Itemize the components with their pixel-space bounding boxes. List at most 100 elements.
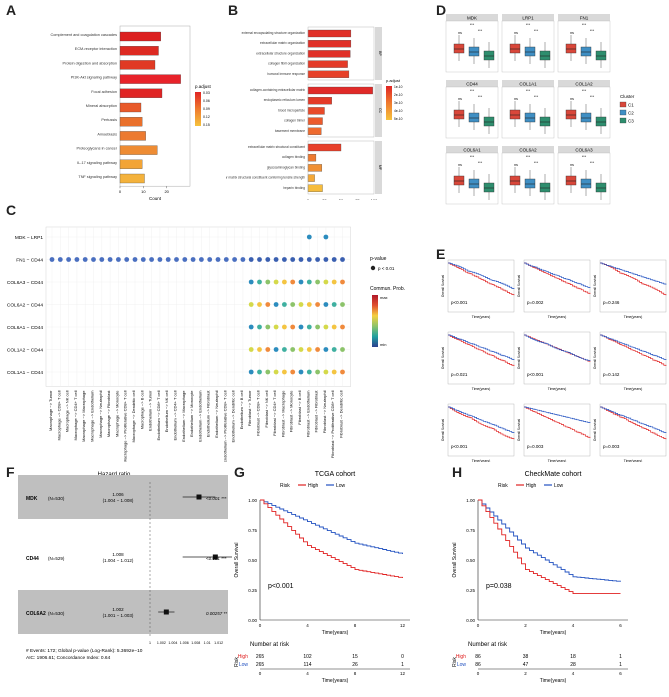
significance: *** bbox=[590, 95, 595, 99]
risk-x-label: Time(years) bbox=[322, 678, 349, 684]
y-tick-label: COL6A2 − CD44 bbox=[7, 303, 43, 309]
legend-max: max bbox=[380, 295, 388, 300]
y-tick-label: 0.50 bbox=[248, 558, 257, 563]
dot bbox=[124, 257, 130, 262]
x-tick-label: 6 bbox=[619, 623, 622, 628]
dot bbox=[248, 279, 254, 285]
facet-frame bbox=[557, 152, 611, 205]
bar bbox=[307, 117, 323, 125]
box bbox=[539, 50, 551, 61]
panel-d-boxplots: MDK *** ns *** LRP1 *** ns *** FN1 *** ns *** CD44 **… bbox=[445, 14, 635, 205]
km-high-curve bbox=[600, 334, 667, 366]
dot bbox=[273, 324, 279, 330]
dot bbox=[290, 302, 296, 307]
dot bbox=[57, 257, 63, 262]
dot bbox=[273, 369, 279, 375]
facet-label: COL1A2 bbox=[575, 81, 593, 86]
box bbox=[580, 46, 592, 57]
legend-tick: 3e-10 bbox=[394, 101, 403, 105]
x-tick-label: Fibroblast −> Fibroblast bbox=[314, 390, 319, 433]
dot bbox=[306, 369, 312, 375]
point-estimate bbox=[212, 554, 218, 560]
dot bbox=[82, 257, 88, 262]
risk-high-count: 102 bbox=[303, 654, 312, 660]
risk-high-label: High bbox=[456, 654, 467, 660]
row-band bbox=[18, 590, 228, 634]
x-tick-label: 12 bbox=[400, 623, 406, 628]
y-tick-label: 0.25 bbox=[248, 588, 257, 593]
y-axis-label: Overall Survival bbox=[452, 542, 458, 577]
dot bbox=[49, 257, 55, 262]
x-tick-label: Endothelium −> Dendritic cell bbox=[231, 390, 236, 442]
dot bbox=[99, 257, 105, 262]
km-xlabel: Time(years) bbox=[624, 459, 643, 462]
facet-label: CC bbox=[378, 108, 382, 114]
bar-label: Protein digestion and absorption bbox=[63, 61, 117, 65]
x-tick-label: Fibroblast −> Macrophage bbox=[280, 390, 285, 437]
x-tick-label: Fibroblast −> CD8+ T cell bbox=[256, 390, 261, 435]
legend-tick: 0.12 bbox=[203, 115, 210, 119]
bar bbox=[119, 131, 146, 141]
bar-label: PI3K-Akt signaling pathway bbox=[71, 76, 117, 80]
bar-label: external encapsulating structure organiz… bbox=[242, 31, 306, 35]
bar bbox=[307, 184, 323, 192]
km-frame bbox=[447, 331, 515, 385]
km-low-curve bbox=[448, 406, 515, 434]
dot bbox=[331, 302, 337, 307]
bar bbox=[307, 50, 351, 58]
box bbox=[595, 116, 607, 127]
panel-b-letter: B bbox=[228, 2, 239, 18]
dot bbox=[257, 347, 262, 352]
facet-frame bbox=[557, 20, 611, 73]
dot bbox=[257, 257, 262, 262]
legend-low: Low bbox=[336, 483, 346, 489]
x-tick-label: 75 bbox=[355, 198, 360, 200]
x-tick-label: 4 bbox=[306, 623, 309, 628]
panel-a-kegg-bar-chart: Complement and coagulation cascades ECM-r… bbox=[51, 25, 212, 200]
x-tick-label: Macrophage −> Fibroblast bbox=[106, 390, 111, 438]
y-tick-label: MDK − LRP1 bbox=[15, 235, 43, 241]
dot bbox=[248, 369, 254, 375]
y-tick-label: COL1A2 − CD44 bbox=[7, 348, 43, 354]
km-pvalue: p<0.001 bbox=[527, 372, 544, 377]
bar-label: collagen fibril organization bbox=[268, 62, 305, 66]
km-frame bbox=[523, 403, 591, 457]
km-low-curve bbox=[524, 262, 591, 288]
box bbox=[595, 182, 607, 193]
facet-strip bbox=[502, 14, 554, 21]
facet-strip bbox=[446, 80, 498, 87]
x-tick-label: Macrophage −> Neutrophil bbox=[98, 390, 103, 437]
x-axis-label: Count bbox=[149, 196, 162, 200]
dot bbox=[273, 257, 279, 262]
hr-ci: (1.004 − 1.008) bbox=[103, 498, 134, 503]
dot bbox=[340, 347, 345, 352]
significance: *** bbox=[526, 155, 531, 159]
dot bbox=[157, 257, 163, 262]
dot bbox=[282, 257, 287, 262]
bar-label: blood microparticle bbox=[278, 108, 305, 112]
km-pvalue: p<0.001 bbox=[451, 444, 468, 449]
y-tick-label: FN1 − CD44 bbox=[16, 258, 43, 264]
dot bbox=[290, 347, 296, 352]
dot bbox=[290, 369, 296, 375]
bar-label: collagen binding bbox=[282, 155, 305, 159]
risk-x-tick: 2 bbox=[524, 671, 527, 676]
legend-tick: 2e-10 bbox=[394, 93, 403, 97]
x-tick-label: Fibroblast −> Neutrophil bbox=[322, 390, 327, 433]
x-tick-label: Macrophage −> Dendritic cell bbox=[131, 390, 136, 442]
box bbox=[509, 175, 521, 186]
km-ylabel: Overall Survival bbox=[517, 419, 521, 442]
hr-value: 1.002 bbox=[112, 607, 124, 612]
box bbox=[453, 109, 465, 120]
bar-label: endoplasmic reticulum lumen bbox=[264, 98, 306, 102]
risk-x-tick: 4 bbox=[572, 671, 575, 676]
dot bbox=[265, 279, 271, 285]
significance: *** bbox=[590, 29, 595, 33]
dot bbox=[331, 347, 337, 352]
dot bbox=[306, 234, 312, 240]
risk-x-label: Time(years) bbox=[540, 678, 567, 684]
dot bbox=[323, 369, 329, 375]
box bbox=[468, 46, 480, 57]
x-tick-label: 0 bbox=[259, 623, 262, 628]
